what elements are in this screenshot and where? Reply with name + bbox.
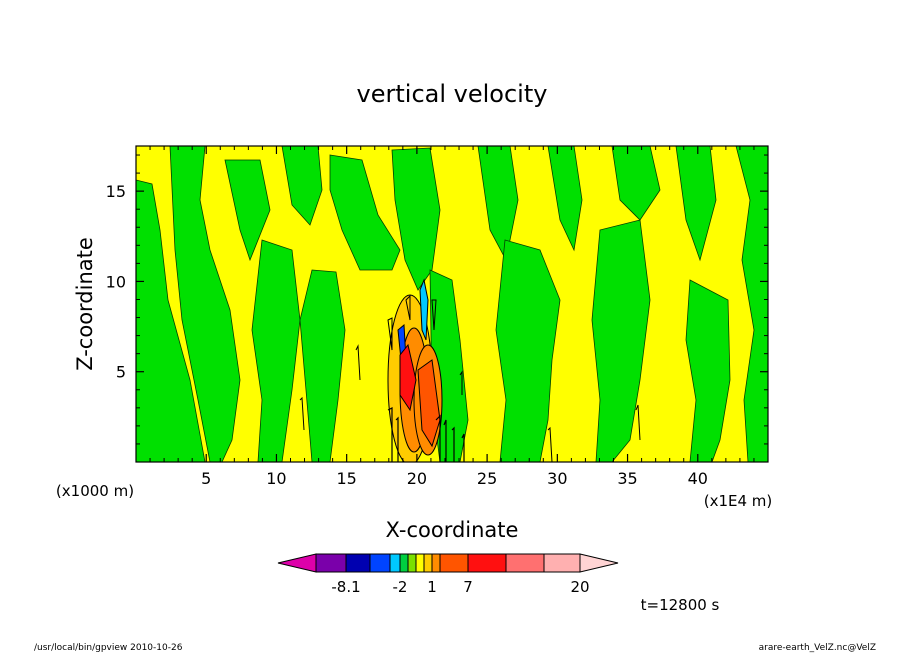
- footer-left: /usr/local/bin/gpview 2010-10-26: [34, 643, 183, 653]
- colorbar-label: 1: [427, 578, 437, 596]
- y-tick-label: 10: [106, 272, 126, 291]
- colorbar-swatch: [407, 553, 417, 573]
- green-region: [251, 239, 301, 462]
- green-region: [685, 279, 731, 462]
- y-tick-label: 5: [116, 363, 126, 382]
- green-region: [611, 146, 661, 221]
- green-region: [299, 269, 346, 462]
- green-region: [224, 159, 271, 262]
- colorbar-swatch: [439, 553, 469, 573]
- colorbar-swatch: [369, 553, 391, 573]
- green-region: [675, 146, 717, 262]
- colorbar-swatch: [467, 553, 507, 573]
- green-region: [547, 146, 583, 252]
- timestamp-label: t=12800 s: [641, 596, 720, 614]
- colorbar-swatch: [415, 553, 425, 573]
- x-tick-label: 5: [201, 469, 211, 488]
- y-axis-label: Z-coordinate: [73, 237, 97, 371]
- green-region: [391, 147, 441, 291]
- colorbar-swatch: [423, 553, 433, 573]
- x-ticks: 5 10 15 20 25 30 35 40: [149, 146, 755, 488]
- x-axis-label: X-coordinate: [386, 518, 519, 542]
- green-region: [281, 146, 323, 226]
- colorbar-label: -8.1: [331, 578, 360, 596]
- y-tick-label: 15: [106, 182, 126, 201]
- x-tick-label: 15: [336, 469, 356, 488]
- footer-right: arare-earth_VelZ.nc@VelZ: [759, 643, 876, 653]
- plot-area: 5 10 15 20 25 30 35 40 5 10 15: [106, 145, 769, 488]
- colorbar-max-arrow: [579, 553, 619, 573]
- colorbar-swatch: [543, 553, 581, 573]
- colorbar-swatch: [315, 553, 347, 573]
- contour-fill: [136, 146, 768, 462]
- colorbar-swatch: [505, 553, 545, 573]
- x-tick-label: 20: [407, 469, 427, 488]
- x-tick-label: 25: [477, 469, 497, 488]
- colorbar-swatch: [431, 553, 441, 573]
- y-unit-label: (x1000 m): [56, 482, 134, 500]
- x-tick-label: 10: [266, 469, 286, 488]
- x-tick-label: 40: [688, 469, 708, 488]
- y-ticks: 5 10 15: [106, 154, 768, 445]
- green-region: [495, 239, 561, 462]
- green-region: [477, 146, 519, 262]
- x-unit-label: (x1E4 m): [704, 492, 773, 510]
- green-region: [136, 179, 206, 462]
- colorbar-label: 7: [463, 578, 473, 596]
- x-tick-label: 30: [547, 469, 567, 488]
- green-region: [169, 146, 241, 462]
- core-cell: [299, 278, 641, 462]
- green-region: [735, 146, 768, 462]
- green-region: [591, 219, 651, 462]
- colorbar-swatch: [345, 553, 371, 573]
- green-region: [329, 154, 401, 271]
- colorbar-label: 20: [570, 578, 589, 596]
- colorbar-swatch: [399, 553, 409, 573]
- colorbar-min-arrow: [277, 553, 317, 573]
- colorbar: -8.1 -2 1 7 20: [277, 553, 619, 596]
- colorbar-label: -2: [393, 578, 408, 596]
- plot-frame: [135, 145, 769, 463]
- chart-title: vertical velocity: [357, 80, 548, 108]
- colorbar-swatch: [389, 553, 401, 573]
- x-tick-label: 35: [617, 469, 637, 488]
